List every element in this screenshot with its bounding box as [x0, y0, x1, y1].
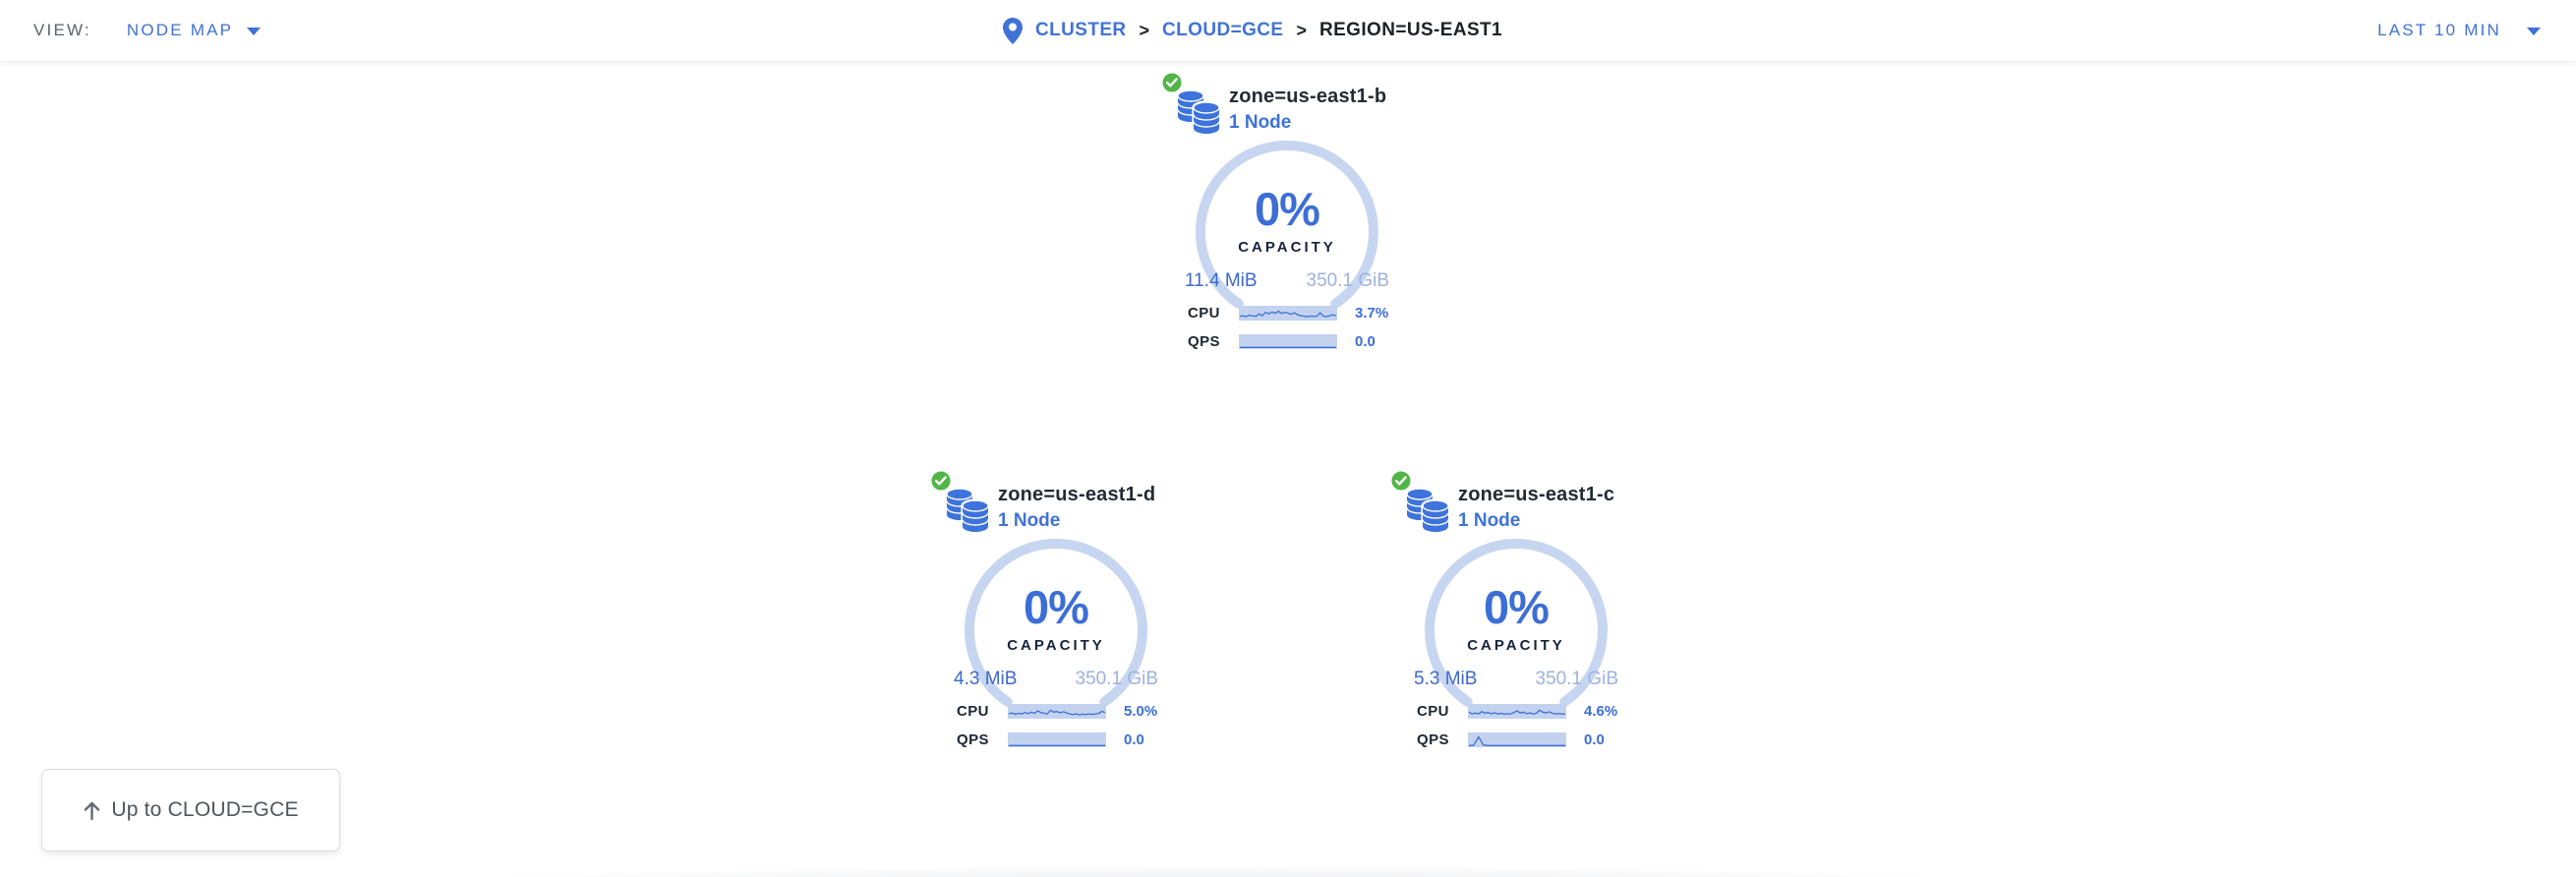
capacity-percent: 0% [1024, 581, 1089, 633]
breadcrumb-separator: > [1139, 20, 1150, 40]
capacity-gauge-arc [965, 539, 1147, 707]
chevron-down-icon [2527, 28, 2541, 35]
view-selector-label: VIEW: [33, 21, 91, 39]
healthy-check-icon [929, 469, 953, 493]
bottom-shadow [295, 863, 2143, 877]
breadcrumb-item-cluster[interactable]: CLUSTER [1035, 20, 1127, 40]
qps-value: 0.0 [1584, 731, 1605, 748]
qps-sparkline [1468, 731, 1566, 747]
capacity-gauge-arc [1425, 539, 1608, 707]
cpu-sparkline [1008, 703, 1106, 719]
view-selector-value: NODE MAP [126, 21, 234, 39]
cpu-label: CPU [1417, 702, 1449, 720]
database-stack-icon [1177, 89, 1221, 135]
breadcrumb-separator: > [1296, 20, 1307, 40]
qps-label: QPS [957, 731, 989, 748]
view-selector[interactable]: VIEW: NODE MAP [33, 0, 262, 61]
cpu-value: 3.7% [1355, 304, 1389, 322]
zone-icon-cluster [928, 469, 991, 533]
capacity-total: 350.1 GiB [1535, 669, 1619, 689]
qps-label: QPS [1417, 731, 1449, 748]
capacity-used: 11.4 MiB [1185, 270, 1258, 291]
qps-metric-row: QPS 0.0 [957, 731, 1144, 748]
zone-name: zone=us-east1-d [998, 484, 1156, 505]
up-button-label: Up to CLOUD=GCE [111, 798, 299, 821]
zone-node-count: 1 Node [998, 510, 1061, 531]
cpu-sparkline [1468, 703, 1566, 719]
cpu-value: 5.0% [1124, 702, 1158, 720]
top-bar: VIEW: NODE MAP CLUSTER > CLOUD=GCE > REG… [0, 0, 2576, 61]
capacity-total: 350.1 GiB [1075, 669, 1159, 689]
cpu-metric-row: CPU 5.0% [957, 702, 1158, 720]
qps-metric-row: QPS 0.0 [1188, 332, 1376, 350]
database-stack-icon [946, 488, 990, 533]
capacity-used: 4.3 MiB [954, 669, 1018, 689]
capacity-values: 11.4 MiB 350.1 GiB [1185, 270, 1389, 292]
zone-node-count: 1 Node [1229, 112, 1292, 133]
capacity-percent: 0% [1484, 581, 1550, 633]
chevron-down-icon [247, 28, 262, 35]
capacity-values: 4.3 MiB 350.1 GiB [954, 669, 1158, 690]
healthy-check-icon [1160, 71, 1184, 94]
zone-card-us-east1-c[interactable]: zone=us-east1-c 1 Node 0% CAPACITY 5.3 M… [1388, 469, 1644, 755]
zone-name: zone=us-east1-c [1458, 484, 1615, 505]
qps-metric-row: QPS 0.0 [1417, 731, 1605, 748]
capacity-used: 5.3 MiB [1414, 669, 1478, 689]
capacity-gauge-arc [1196, 141, 1378, 309]
zone-card-us-east1-b[interactable]: zone=us-east1-b 1 Node 0% CAPACITY 11.4 … [1159, 71, 1415, 357]
cpu-sparkline [1239, 305, 1337, 321]
zone-icon-cluster [1388, 469, 1451, 533]
zone-icon-cluster [1159, 71, 1222, 135]
capacity-percent: 0% [1255, 183, 1320, 235]
up-to-parent-button[interactable]: Up to CLOUD=GCE [41, 769, 340, 851]
location-pin-icon [1003, 17, 1023, 44]
qps-value: 0.0 [1124, 731, 1144, 748]
time-range-value: LAST 10 MIN [2377, 21, 2501, 39]
capacity-label: CAPACITY [1007, 637, 1105, 654]
capacity-values: 5.3 MiB 350.1 GiB [1414, 669, 1618, 690]
cpu-metric-row: CPU 4.6% [1417, 702, 1618, 720]
cpu-metric-row: CPU 3.7% [1188, 304, 1389, 322]
zone-card-us-east1-d[interactable]: zone=us-east1-d 1 Node 0% CAPACITY 4.3 M… [928, 469, 1184, 755]
healthy-check-icon [1389, 469, 1413, 493]
qps-sparkline [1008, 731, 1106, 747]
capacity-label: CAPACITY [1238, 239, 1336, 256]
time-range-selector[interactable]: LAST 10 MIN [2377, 0, 2541, 61]
database-stack-icon [1406, 488, 1450, 533]
breadcrumb-item-region-current: REGION=US-EAST1 [1318, 20, 1502, 40]
zone-node-count: 1 Node [1458, 510, 1521, 531]
capacity-label: CAPACITY [1467, 637, 1565, 654]
qps-label: QPS [1188, 332, 1220, 350]
cpu-value: 4.6% [1584, 702, 1618, 720]
node-map-canvas: zone=us-east1-b 1 Node 0% CAPACITY 11.4 … [0, 61, 2576, 877]
qps-sparkline [1239, 333, 1337, 349]
arrow-up-icon [85, 801, 100, 820]
cpu-label: CPU [957, 702, 989, 720]
capacity-total: 350.1 GiB [1306, 270, 1390, 291]
cpu-label: CPU [1188, 304, 1220, 322]
breadcrumb-item-cloud-gce[interactable]: CLOUD=GCE [1162, 20, 1284, 40]
qps-value: 0.0 [1355, 332, 1376, 350]
breadcrumb: CLUSTER > CLOUD=GCE > REGION=US-EAST1 [1003, 0, 1502, 61]
zone-name: zone=us-east1-b [1229, 86, 1387, 107]
